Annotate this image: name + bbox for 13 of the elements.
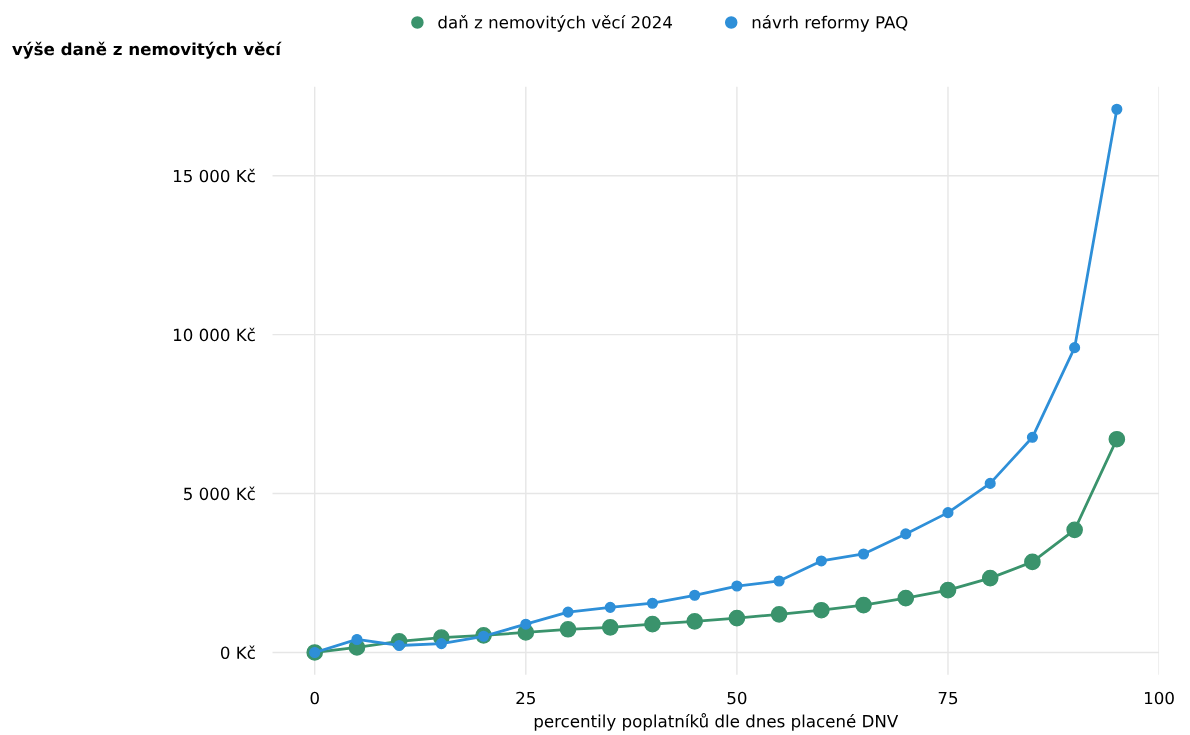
x-tick-label: 0 — [310, 691, 319, 705]
y-axis-title: výše daně z nemovitých věcí — [12, 41, 282, 59]
legend-label: daň z nemovitých věcí 2024 — [438, 15, 672, 32]
legend-label: návrh reformy PAQ — [752, 15, 908, 32]
x-axis-title: percentily poplatníků dle dnes placené DNV — [534, 713, 899, 731]
x-tick-label: 100 — [1144, 691, 1174, 705]
x-tick-label: 25 — [516, 691, 535, 705]
x-tick-label: 50 — [727, 691, 747, 705]
y-tick-label: 10 000 Kč — [173, 327, 255, 342]
x-tick-label: 75 — [938, 691, 958, 705]
y-tick-label: 15 000 Kč — [173, 168, 255, 183]
y-tick-label: 0 Kč — [220, 645, 255, 660]
y-tick-label: 5 000 Kč — [184, 486, 255, 501]
